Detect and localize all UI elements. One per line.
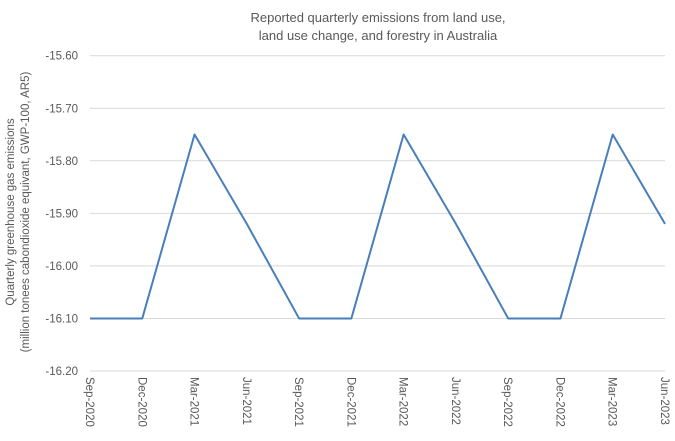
x-tick-label: Dec-2021	[344, 377, 356, 427]
y-tick-label: -15.90	[45, 208, 78, 220]
x-tick-label: Mar-2023	[606, 377, 618, 426]
y-tick-label: -15.70	[45, 103, 78, 115]
x-tick-label: Jun-2022	[449, 377, 461, 425]
x-tick-label: Dec-2022	[553, 377, 565, 427]
x-tick-label: Mar-2021	[188, 377, 200, 426]
y-tick-label: -16.10	[45, 313, 78, 325]
x-tick-label: Dec-2020	[135, 377, 147, 427]
x-tick-label: Sep-2021	[292, 377, 304, 427]
chart-title-line-2: land use change, and forestry in Austral…	[259, 28, 498, 43]
x-tick-label: Sep-2022	[501, 377, 513, 427]
x-tick-label: Mar-2022	[397, 377, 409, 426]
y-axis-label-line-2: (million tonees cabondioxide equivant, G…	[20, 72, 32, 353]
y-tick-label: -15.60	[45, 51, 78, 63]
y-axis-label-line-1: Quarterly greenhouse gas emissions	[5, 118, 17, 306]
chart-title-line-1: Reported quarterly emissions from land u…	[250, 10, 505, 25]
y-tick-label: -16.00	[45, 261, 78, 273]
series-line	[90, 133, 666, 320]
x-tick-label: Sep-2020	[83, 377, 95, 427]
x-tick-label: Jun-2023	[658, 377, 670, 425]
y-tick-label: -15.80	[45, 156, 78, 168]
x-tick-label: Jun-2021	[240, 377, 252, 425]
y-tick-label: -16.20	[45, 366, 78, 378]
